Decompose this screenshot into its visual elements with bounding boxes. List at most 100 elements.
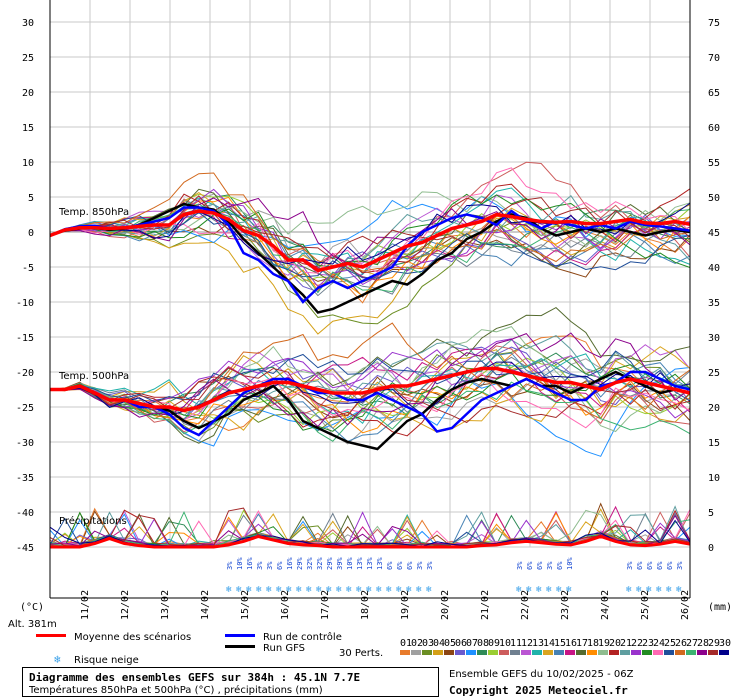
snowflake-icon: ❄	[346, 585, 352, 595]
member-line-precip	[49, 519, 691, 548]
pert-swatch	[664, 650, 674, 655]
pert-number: 05	[444, 638, 456, 649]
snowflake-icon: ❄	[416, 585, 422, 595]
pert-swatch	[554, 650, 564, 655]
pert-swatch	[444, 650, 454, 655]
snow-risk-label: 6%	[526, 561, 534, 570]
snow-risk-label: 3%	[516, 561, 524, 570]
right-tick-label: 5	[708, 508, 714, 519]
snow-risk-label: 13%	[366, 557, 374, 570]
legend-control-label: Run de contrôle	[263, 631, 342, 643]
pert-number: 27	[686, 638, 698, 649]
x-tick-label: 17/02	[320, 590, 331, 620]
snow-risk-label: 29%	[296, 557, 304, 570]
pert-number: 07	[466, 638, 478, 649]
x-tick-label: 11/02	[80, 590, 91, 620]
snowflake-icon: ❄	[386, 585, 392, 595]
snow-risk-label: 3%	[676, 561, 684, 570]
x-tick-label: 26/02	[680, 590, 691, 620]
left-tick-label: -40	[16, 508, 34, 519]
right-tick-label: 15	[708, 438, 720, 449]
snowflake-icon: ❄	[536, 585, 542, 595]
member-line-t850	[49, 203, 691, 294]
snow-risk-label: 10%	[566, 557, 574, 570]
pert-number: 15	[554, 638, 566, 649]
pert-number: 03	[422, 638, 434, 649]
snowflake-icon: ❄	[666, 585, 672, 595]
member-line-precip	[49, 507, 691, 548]
pert-swatch	[631, 650, 641, 655]
pert-swatch	[675, 650, 685, 655]
legend-mean-label: Moyenne des scénarios	[74, 631, 191, 643]
pert-number: 01	[400, 638, 412, 649]
pert-swatch	[466, 650, 476, 655]
snowflake-icon: ❄	[256, 585, 262, 595]
legend: Moyenne des scénarios Run de contrôle Ru…	[36, 631, 383, 666]
control-line-t850	[49, 206, 691, 304]
snow-risk-label: 6%	[536, 561, 544, 570]
left-tick-label: -30	[16, 438, 34, 449]
snow-risk-label: 39%	[336, 557, 344, 570]
left-tick-label: 0	[28, 228, 34, 239]
snowflake-icon: ❄	[286, 585, 292, 595]
left-tick-label: 25	[22, 53, 34, 64]
snow-risk-label: 32%	[316, 557, 324, 570]
snowflake-icon: ❄	[626, 585, 632, 595]
pert-number: 29	[708, 638, 720, 649]
right-tick-label: 40	[708, 263, 720, 274]
legend-snow-label: Risque neige	[74, 655, 139, 666]
pert-number: 25	[664, 638, 676, 649]
left-tick-label: 15	[22, 123, 34, 134]
x-tick-label: 21/02	[480, 590, 491, 620]
snowflake-icon: ❄	[406, 585, 412, 595]
snow-risk-label: 29%	[326, 557, 334, 570]
pert-swatch	[510, 650, 520, 655]
right-tick-label: 45	[708, 228, 720, 239]
snowflake-icon: ❄	[296, 585, 302, 595]
x-tick-label: 20/02	[440, 590, 451, 620]
snowflake-icon: ❄	[54, 653, 61, 666]
pert-number: 04	[433, 638, 445, 649]
snowflake-icon: ❄	[246, 585, 252, 595]
pert-number: 26	[675, 638, 687, 649]
pert-swatch	[499, 650, 509, 655]
snowflake-icon: ❄	[276, 585, 282, 595]
axes: 302520151050-5-10-15-20-25-30-35-40-4575…	[16, 0, 720, 620]
pert-number: 06	[455, 638, 467, 649]
snow-risk-label: 6%	[556, 561, 564, 570]
x-tick-label: 14/02	[200, 590, 211, 620]
snow-risk-label: 10%	[236, 557, 244, 570]
snowflake-icon: ❄	[566, 585, 572, 595]
pert-swatch	[422, 650, 432, 655]
snowflake-icon: ❄	[266, 585, 272, 595]
pert-swatch	[576, 650, 586, 655]
pert-swatch	[686, 650, 696, 655]
panel-label-t850: Temp. 850hPa	[58, 207, 129, 218]
left-tick-label: -20	[16, 368, 34, 379]
right-axis-unit: (mm)	[708, 602, 732, 613]
pert-swatch	[587, 650, 597, 655]
pert-number: 23	[642, 638, 654, 649]
panel-label-precip: Précipitations	[59, 515, 127, 527]
snow-risk-label: 3%	[546, 561, 554, 570]
left-tick-label: -5	[22, 263, 34, 274]
footer-title-box: Diagramme des ensembles GEFS sur 384h : …	[22, 667, 439, 697]
legend-mean-swatch	[36, 634, 66, 637]
x-tick-label: 22/02	[520, 590, 531, 620]
snow-risk-label: 3%	[256, 561, 264, 570]
member-line-t850	[49, 191, 691, 246]
pert-swatch	[477, 650, 487, 655]
member-line-t500	[49, 364, 691, 432]
snow-risk-label: 3%	[266, 561, 274, 570]
snowflake-icon: ❄	[366, 585, 372, 595]
snow-risk-label: 16%	[286, 557, 294, 570]
ensemble-run-info: Ensemble GEFS du 10/02/2025 - 06Z	[449, 669, 634, 680]
legend-gfs-swatch	[225, 645, 255, 648]
right-tick-label: 65	[708, 88, 720, 99]
main-lines	[49, 202, 691, 549]
snowflake-icon: ❄	[426, 585, 432, 595]
pert-swatch	[609, 650, 619, 655]
snowflake-icon: ❄	[526, 585, 532, 595]
left-tick-label: -25	[16, 403, 34, 414]
pert-number: 24	[653, 638, 665, 649]
